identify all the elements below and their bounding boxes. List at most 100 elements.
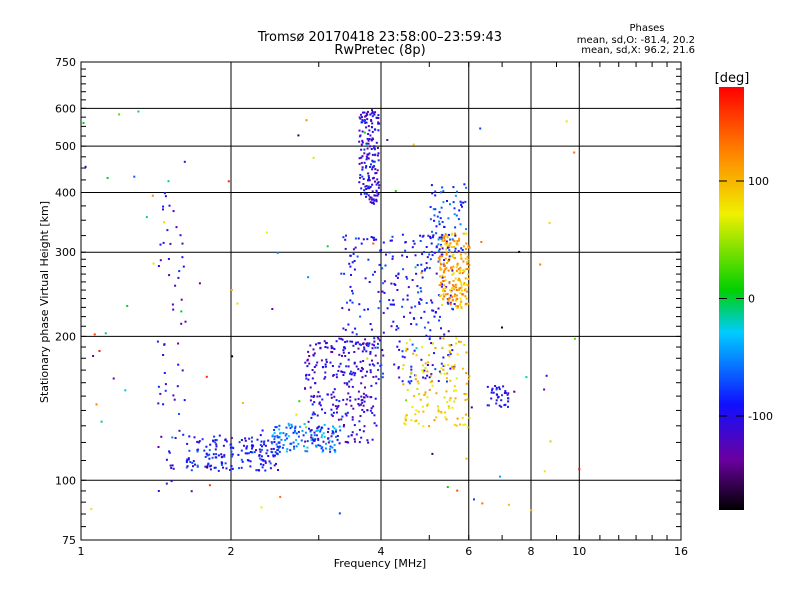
data-point (429, 329, 432, 332)
x-tick-labels: 1 2 4 6 8 10 16 (78, 545, 689, 558)
data-point (396, 289, 399, 291)
data-point (462, 245, 465, 248)
data-point (359, 415, 362, 417)
data-point (375, 238, 378, 241)
data-point (468, 246, 471, 249)
data-point (145, 216, 148, 219)
data-point (368, 152, 371, 155)
data-point (507, 503, 510, 506)
data-point (93, 333, 96, 336)
data-point (365, 195, 367, 198)
data-point (258, 454, 261, 456)
data-point (366, 137, 369, 140)
data-point (453, 295, 456, 298)
data-point (445, 390, 448, 393)
data-point (182, 265, 185, 268)
data-point (375, 198, 378, 201)
data-point (366, 409, 369, 412)
data-point (373, 199, 376, 202)
data-point (307, 350, 310, 353)
data-point (327, 437, 329, 440)
data-point (461, 289, 464, 292)
data-point (491, 387, 494, 390)
data-point (285, 426, 288, 429)
data-point (345, 403, 348, 406)
data-point (356, 255, 359, 258)
data-point (208, 449, 211, 452)
data-point (404, 423, 407, 426)
data-point (393, 363, 396, 366)
data-point (341, 354, 343, 357)
data-point (215, 443, 218, 446)
data-point (401, 367, 404, 370)
data-point (377, 121, 380, 124)
data-point (423, 326, 426, 329)
data-point (371, 363, 374, 366)
data-point (456, 298, 459, 301)
data-point (358, 116, 361, 119)
data-point (391, 235, 394, 238)
data-point (460, 203, 463, 206)
data-point (417, 410, 420, 413)
data-point (447, 405, 450, 408)
data-point (424, 362, 427, 365)
data-point (306, 446, 309, 449)
data-point (304, 450, 307, 453)
data-point (371, 347, 374, 350)
data-point (466, 290, 469, 293)
data-point (429, 380, 432, 383)
data-point (362, 342, 365, 345)
data-point (447, 269, 450, 272)
data-point (337, 404, 340, 407)
data-point (133, 175, 136, 178)
data-point (304, 440, 307, 443)
data-point (573, 151, 576, 154)
data-point (333, 444, 336, 446)
data-point (320, 426, 323, 429)
data-point (443, 239, 446, 242)
data-point (204, 455, 207, 458)
data-point (370, 112, 373, 115)
data-point (362, 360, 365, 362)
data-point (367, 139, 370, 142)
data-point (442, 289, 444, 292)
data-point (170, 480, 173, 483)
data-point (464, 248, 467, 251)
data-point (364, 386, 366, 389)
x-tick-label: 16 (674, 545, 688, 558)
data-point (316, 427, 319, 430)
data-point (457, 279, 460, 282)
data-point (287, 422, 290, 425)
data-point (459, 266, 462, 269)
data-point (303, 445, 305, 448)
data-point (385, 253, 387, 256)
data-point (449, 379, 452, 382)
data-point (324, 371, 327, 374)
data-point (214, 441, 217, 444)
data-point (443, 275, 446, 278)
data-point (375, 141, 378, 144)
data-point (338, 400, 341, 403)
data-point (230, 443, 233, 446)
data-point (335, 430, 337, 433)
data-point (137, 110, 140, 113)
data-point (464, 295, 467, 298)
data-point (363, 120, 366, 122)
data-point (351, 418, 354, 421)
data-point (395, 274, 398, 277)
data-point (438, 223, 441, 226)
data-point (464, 268, 467, 271)
data-point (177, 342, 180, 345)
data-point (345, 234, 347, 237)
data-point (447, 217, 450, 220)
data-point (421, 270, 424, 273)
data-point (172, 210, 175, 213)
data-point (164, 389, 167, 392)
data-point (446, 401, 449, 403)
data-point (373, 340, 376, 343)
data-point (343, 424, 345, 426)
data-point (425, 246, 428, 248)
data-point (371, 198, 374, 201)
data-point (395, 328, 398, 331)
data-point (322, 449, 325, 452)
